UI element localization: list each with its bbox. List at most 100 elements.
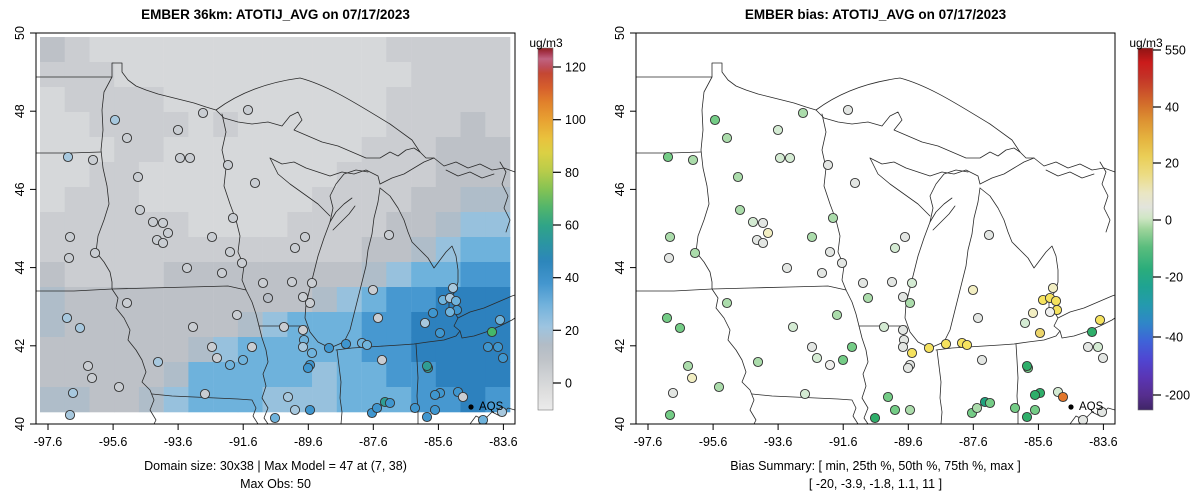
colorbar-tick-label: 40 (565, 271, 579, 285)
station-dot (664, 409, 676, 421)
station-dot (157, 237, 169, 249)
station-dot (64, 231, 76, 243)
station-dot (132, 171, 144, 183)
station-dot (497, 352, 509, 364)
x-tick-label: -91.6 (229, 435, 258, 449)
station-dot (1029, 404, 1041, 416)
colorbar-tick-label: -200 (1165, 389, 1190, 403)
station-dot (682, 360, 694, 372)
station-dot (494, 314, 506, 326)
station-dot (1077, 414, 1089, 424)
station-dot (197, 107, 209, 119)
station-dot (450, 295, 462, 307)
station-dot (496, 406, 508, 418)
station-dot (187, 321, 199, 333)
x-tick-label: -87.6 (359, 435, 388, 449)
station-dot (246, 341, 258, 353)
station-dot (1096, 406, 1108, 418)
station-dot (897, 324, 909, 336)
station-dot (306, 347, 318, 359)
station-dot (304, 297, 316, 309)
station-dot (421, 411, 433, 423)
station-dot (686, 372, 698, 384)
station-dot (482, 341, 494, 353)
station-dot (289, 242, 301, 254)
station-dot (304, 404, 316, 416)
station-dot (224, 359, 236, 371)
station-dot (1019, 317, 1031, 329)
station-dot (967, 284, 979, 296)
station-dot (227, 212, 239, 224)
station-dot (302, 362, 314, 374)
station-dot (772, 124, 784, 136)
station-dot (897, 291, 909, 303)
station-dot (1044, 306, 1056, 318)
right-panel-title: EMBER bias: ATOTIJ_AVG on 07/17/2023 (744, 7, 1007, 22)
panel-bias: -97.6 -95.6 -93.6 -91.6 -89.6 -87.6 -85.6 -83.6… (613, 26, 1190, 449)
station-dot (1094, 314, 1106, 326)
station-dot (667, 387, 679, 399)
station-dot (444, 306, 456, 318)
station-dot (1097, 352, 1109, 364)
plot-box (35, 32, 516, 425)
station-dot (762, 227, 774, 239)
station-dot (972, 312, 984, 324)
station-dot (849, 177, 861, 189)
colorbar: 550 40 20 0 -20 -40 -200 (1137, 44, 1190, 411)
station-dot (174, 152, 186, 164)
station-dot (862, 292, 874, 304)
station-dot (984, 397, 996, 409)
station-dot (82, 360, 94, 372)
station-dot (869, 412, 881, 424)
station-dot (1050, 295, 1062, 307)
station-dot (492, 341, 504, 353)
colorbar-tick-label: 0 (1165, 214, 1172, 228)
left-panel-title: EMBER 36km: ATOTIJ_AVG on 07/17/2023 (141, 7, 410, 22)
axes: -97.6 -95.6 -93.6 -91.6 -89.6 -87.6 -85.6 -83.6… (13, 26, 518, 449)
station-dot (340, 338, 352, 350)
y-tick-label: 50 (13, 26, 27, 40)
station-dot (824, 359, 836, 371)
station-dot (477, 414, 489, 424)
model-raster-layer (40, 37, 511, 413)
station-dot (64, 409, 76, 421)
x-tick-label: -93.6 (764, 435, 793, 449)
station-dot (846, 341, 858, 353)
right-caption-line1: Bias Summary: [ min, 25th %, 50th %, 75t… (730, 459, 1021, 473)
station-dot (206, 341, 218, 353)
station-dot (1027, 307, 1039, 319)
station-dot (367, 284, 379, 296)
station-dot (224, 246, 236, 258)
x-tick-label: -83.6 (489, 435, 518, 449)
y-tick-label: 50 (613, 26, 627, 40)
colorbar-gradient (537, 47, 554, 411)
aqs-legend-dot (1068, 404, 1074, 410)
station-dot (940, 338, 952, 350)
station-dot (822, 159, 834, 171)
y-tick-label: 48 (13, 104, 27, 118)
station-dot (663, 252, 675, 264)
station-dot (882, 391, 894, 403)
y-tick-label: 46 (613, 182, 627, 196)
colorbar-tick-label: 40 (1165, 101, 1179, 115)
station-dots-layer (661, 104, 1109, 424)
station-dot (1082, 341, 1094, 353)
station-dot (121, 132, 133, 144)
y-tick-label: 44 (613, 261, 627, 275)
station-dot (222, 159, 234, 171)
station-dot (971, 402, 983, 414)
station-dot (831, 309, 843, 321)
x-tick-label: -89.6 (894, 435, 923, 449)
station-dot (1086, 326, 1098, 338)
station-dot (62, 151, 74, 163)
station-dot (811, 352, 823, 364)
colorbar-tick-label: 60 (565, 219, 579, 233)
station-dot (889, 404, 901, 416)
station-dot (434, 327, 446, 339)
station-dot (63, 252, 75, 264)
colorbar-tick-label: -20 (1165, 271, 1183, 285)
y-tick-label: 48 (613, 104, 627, 118)
station-dot (157, 217, 169, 229)
station-dot (147, 216, 159, 228)
